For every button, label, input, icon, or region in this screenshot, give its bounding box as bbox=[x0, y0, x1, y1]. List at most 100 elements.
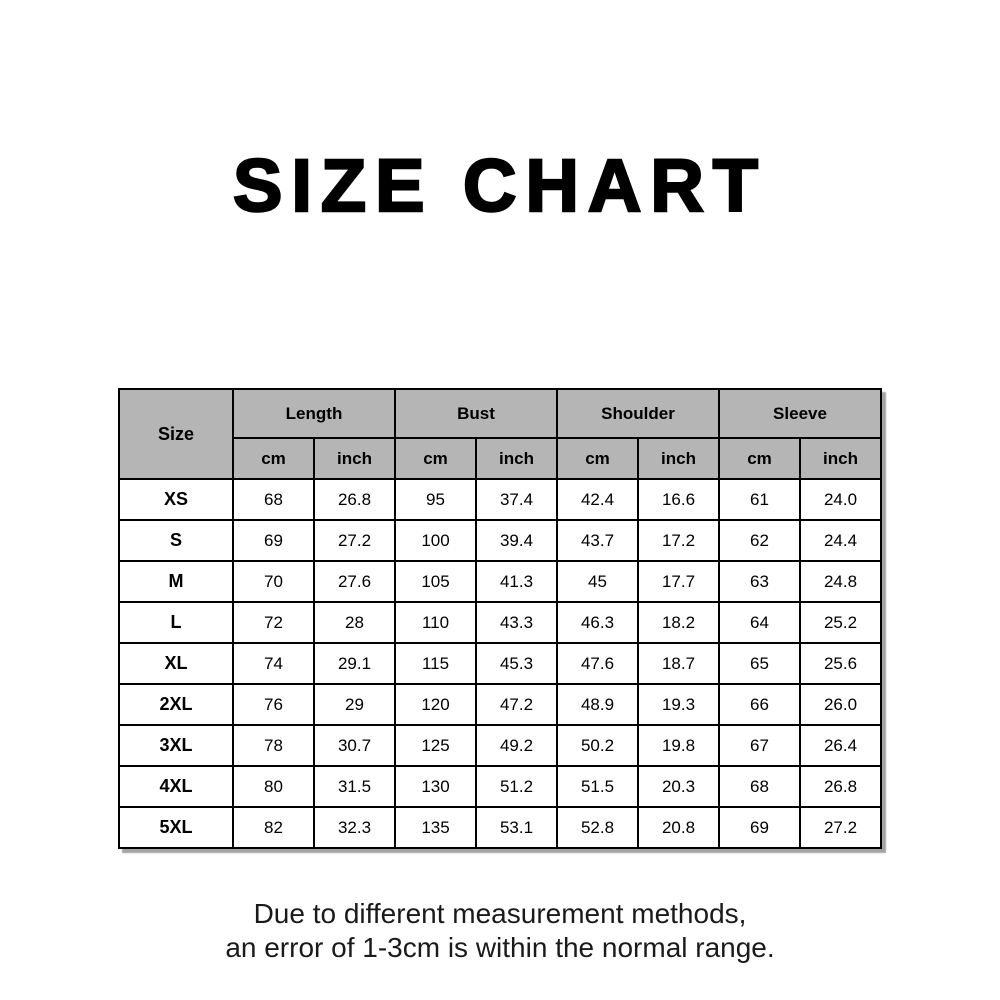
length-cm-value: 70 bbox=[232, 560, 315, 603]
shoulder-inch-value: 19.3 bbox=[637, 683, 720, 726]
table-row: XL 74 29.1 115 45.3 47.6 18.7 65 25.6 bbox=[118, 642, 882, 685]
sleeve-cm-value: 69 bbox=[718, 806, 801, 849]
size-label: 4XL bbox=[118, 765, 234, 808]
sleeve-inch-value: 25.2 bbox=[799, 601, 882, 644]
table-row: 2XL 76 29 120 47.2 48.9 19.3 66 26.0 bbox=[118, 683, 882, 726]
shoulder-cm-value: 42.4 bbox=[556, 478, 639, 521]
unit-header-inch: inch bbox=[799, 437, 882, 480]
measurement-disclaimer: Due to different measurement methods, an… bbox=[0, 897, 1000, 965]
shoulder-inch-value: 16.6 bbox=[637, 478, 720, 521]
group-header-shoulder: Shoulder bbox=[556, 388, 720, 439]
sleeve-cm-value: 68 bbox=[718, 765, 801, 808]
bust-cm-value: 100 bbox=[394, 519, 477, 562]
sleeve-inch-value: 24.4 bbox=[799, 519, 882, 562]
length-cm-value: 74 bbox=[232, 642, 315, 685]
length-inch-value: 27.6 bbox=[313, 560, 396, 603]
table-row: 4XL 80 31.5 130 51.2 51.5 20.3 68 26.8 bbox=[118, 765, 882, 808]
group-header-bust: Bust bbox=[394, 388, 558, 439]
sleeve-cm-value: 63 bbox=[718, 560, 801, 603]
shoulder-inch-value: 20.3 bbox=[637, 765, 720, 808]
shoulder-inch-value: 18.7 bbox=[637, 642, 720, 685]
length-inch-value: 29.1 bbox=[313, 642, 396, 685]
shoulder-inch-value: 17.2 bbox=[637, 519, 720, 562]
shoulder-inch-value: 20.8 bbox=[637, 806, 720, 849]
length-cm-value: 72 bbox=[232, 601, 315, 644]
shoulder-cm-value: 43.7 bbox=[556, 519, 639, 562]
shoulder-cm-value: 47.6 bbox=[556, 642, 639, 685]
shoulder-cm-value: 45 bbox=[556, 560, 639, 603]
table-row: M 70 27.6 105 41.3 45 17.7 63 24.8 bbox=[118, 560, 882, 603]
unit-header-cm: cm bbox=[394, 437, 477, 480]
table-row: 5XL 82 32.3 135 53.1 52.8 20.8 69 27.2 bbox=[118, 806, 882, 849]
table-row: XS 68 26.8 95 37.4 42.4 16.6 61 24.0 bbox=[118, 478, 882, 521]
size-label: 2XL bbox=[118, 683, 234, 726]
sleeve-cm-value: 64 bbox=[718, 601, 801, 644]
length-cm-value: 78 bbox=[232, 724, 315, 767]
bust-cm-value: 135 bbox=[394, 806, 477, 849]
bust-inch-value: 53.1 bbox=[475, 806, 558, 849]
size-chart-table: Size Length Bust Shoulder Sleeve cm inch… bbox=[118, 388, 882, 849]
shoulder-cm-value: 46.3 bbox=[556, 601, 639, 644]
unit-header-inch: inch bbox=[313, 437, 396, 480]
sleeve-inch-value: 25.6 bbox=[799, 642, 882, 685]
sleeve-cm-value: 66 bbox=[718, 683, 801, 726]
bust-cm-value: 130 bbox=[394, 765, 477, 808]
bust-cm-value: 125 bbox=[394, 724, 477, 767]
bust-cm-value: 105 bbox=[394, 560, 477, 603]
shoulder-cm-value: 50.2 bbox=[556, 724, 639, 767]
sleeve-inch-value: 26.4 bbox=[799, 724, 882, 767]
size-label: M bbox=[118, 560, 234, 603]
unit-header-cm: cm bbox=[718, 437, 801, 480]
bust-cm-value: 115 bbox=[394, 642, 477, 685]
length-inch-value: 28 bbox=[313, 601, 396, 644]
shoulder-inch-value: 19.8 bbox=[637, 724, 720, 767]
length-cm-value: 76 bbox=[232, 683, 315, 726]
length-cm-value: 82 bbox=[232, 806, 315, 849]
sleeve-inch-value: 24.8 bbox=[799, 560, 882, 603]
bust-inch-value: 45.3 bbox=[475, 642, 558, 685]
bust-inch-value: 39.4 bbox=[475, 519, 558, 562]
length-inch-value: 31.5 bbox=[313, 765, 396, 808]
page-title: SIZE CHART bbox=[232, 143, 767, 229]
table-row: S 69 27.2 100 39.4 43.7 17.2 62 24.4 bbox=[118, 519, 882, 562]
group-header-length: Length bbox=[232, 388, 396, 439]
unit-header-inch: inch bbox=[475, 437, 558, 480]
length-inch-value: 30.7 bbox=[313, 724, 396, 767]
sleeve-cm-value: 67 bbox=[718, 724, 801, 767]
size-label: 5XL bbox=[118, 806, 234, 849]
sleeve-cm-value: 61 bbox=[718, 478, 801, 521]
length-cm-value: 68 bbox=[232, 478, 315, 521]
shoulder-cm-value: 48.9 bbox=[556, 683, 639, 726]
group-header-sleeve: Sleeve bbox=[718, 388, 882, 439]
bust-cm-value: 110 bbox=[394, 601, 477, 644]
sleeve-cm-value: 62 bbox=[718, 519, 801, 562]
shoulder-inch-value: 17.7 bbox=[637, 560, 720, 603]
table-row: 3XL 78 30.7 125 49.2 50.2 19.8 67 26.4 bbox=[118, 724, 882, 767]
size-label: XL bbox=[118, 642, 234, 685]
bust-inch-value: 43.3 bbox=[475, 601, 558, 644]
sleeve-inch-value: 27.2 bbox=[799, 806, 882, 849]
unit-header-inch: inch bbox=[637, 437, 720, 480]
size-label: 3XL bbox=[118, 724, 234, 767]
unit-header-cm: cm bbox=[556, 437, 639, 480]
table-header-units-row: cm inch cm inch cm inch cm inch bbox=[119, 437, 882, 480]
shoulder-cm-value: 51.5 bbox=[556, 765, 639, 808]
shoulder-cm-value: 52.8 bbox=[556, 806, 639, 849]
length-inch-value: 26.8 bbox=[313, 478, 396, 521]
size-column-header: Size bbox=[118, 388, 234, 480]
sleeve-inch-value: 24.0 bbox=[799, 478, 882, 521]
table-header-group-row: Size Length Bust Shoulder Sleeve bbox=[118, 388, 882, 480]
disclaimer-line-1: Due to different measurement methods, bbox=[253, 898, 747, 929]
sleeve-inch-value: 26.0 bbox=[799, 683, 882, 726]
table-row: L 72 28 110 43.3 46.3 18.2 64 25.2 bbox=[118, 601, 882, 644]
bust-inch-value: 49.2 bbox=[475, 724, 558, 767]
size-label: L bbox=[118, 601, 234, 644]
sleeve-inch-value: 26.8 bbox=[799, 765, 882, 808]
size-label: XS bbox=[118, 478, 234, 521]
bust-inch-value: 51.2 bbox=[475, 765, 558, 808]
length-inch-value: 32.3 bbox=[313, 806, 396, 849]
length-cm-value: 69 bbox=[232, 519, 315, 562]
bust-inch-value: 41.3 bbox=[475, 560, 558, 603]
unit-header-cm: cm bbox=[232, 437, 315, 480]
length-cm-value: 80 bbox=[232, 765, 315, 808]
